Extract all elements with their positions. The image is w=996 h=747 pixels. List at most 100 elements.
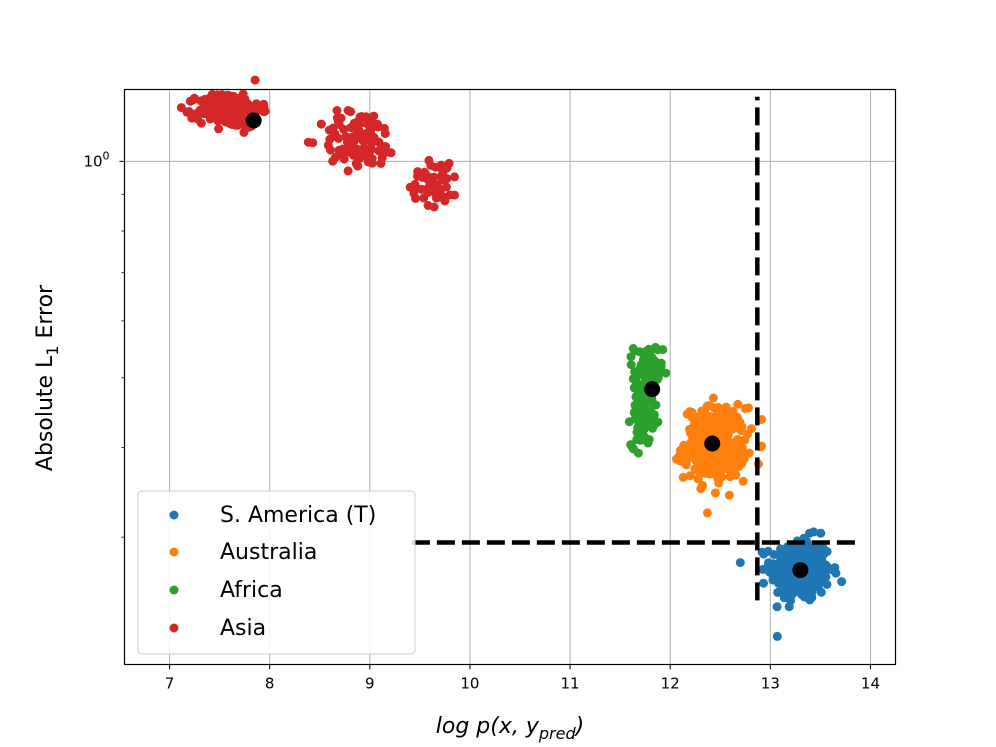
point-s-america-t xyxy=(776,544,785,554)
x-axis-label: log p(x, ypred) xyxy=(436,714,584,743)
point-asia xyxy=(444,158,454,168)
point-asia xyxy=(212,93,222,103)
point-asia xyxy=(441,182,451,192)
point-africa xyxy=(648,355,658,365)
point-asia xyxy=(190,110,200,119)
point-australia xyxy=(682,409,692,419)
point-australia xyxy=(693,457,702,467)
point-australia xyxy=(699,447,709,457)
point-asia xyxy=(339,154,349,164)
point-s-america-t xyxy=(837,577,847,587)
point-australia xyxy=(696,467,705,477)
point-australia xyxy=(686,426,696,436)
point-asia xyxy=(442,174,452,184)
point-s-america-t xyxy=(822,579,832,589)
point-africa xyxy=(649,410,659,420)
legend-marker-africa xyxy=(169,585,179,595)
point-asia xyxy=(328,156,338,166)
point-s-america-t xyxy=(782,550,791,560)
point-asia xyxy=(260,106,270,116)
point-africa xyxy=(642,370,652,380)
point-asia xyxy=(236,96,246,106)
point-asia xyxy=(363,148,373,158)
point-s-america-t xyxy=(773,587,783,597)
point-s-america-t xyxy=(735,558,745,568)
x-tick-label: 12 xyxy=(661,675,680,693)
point-asia xyxy=(348,132,358,142)
point-africa xyxy=(644,344,654,354)
point-asia xyxy=(231,120,241,130)
point-australia xyxy=(708,393,718,403)
point-africa xyxy=(626,360,636,370)
point-asia xyxy=(380,129,390,139)
point-asia xyxy=(250,75,260,85)
point-australia xyxy=(702,401,712,411)
point-asia xyxy=(343,106,353,115)
point-asia xyxy=(246,104,255,114)
point-africa xyxy=(658,345,668,355)
threshold-lines xyxy=(411,96,859,601)
point-australia xyxy=(713,403,723,412)
point-asia xyxy=(303,137,313,147)
point-s-america-t xyxy=(797,590,807,600)
point-australia xyxy=(693,440,703,450)
y-axis-label: Absolute L1 Error xyxy=(33,284,62,471)
point-asia xyxy=(353,117,362,127)
point-asia xyxy=(188,95,198,105)
point-asia xyxy=(334,133,343,143)
point-asia xyxy=(316,119,326,129)
point-asia xyxy=(332,106,342,115)
x-axis-label-suffix: ) xyxy=(574,714,585,739)
centroid-asia xyxy=(245,112,262,129)
point-asia xyxy=(381,142,391,151)
point-asia xyxy=(450,190,460,200)
point-s-america-t xyxy=(803,582,813,592)
point-australia xyxy=(702,508,712,518)
legend-box xyxy=(137,490,416,655)
legend-label-africa: Africa xyxy=(220,578,283,603)
point-s-america-t xyxy=(793,550,803,560)
point-s-america-t xyxy=(772,602,782,612)
point-australia xyxy=(736,426,746,436)
point-s-america-t xyxy=(784,602,794,612)
x-tick-label: 7 xyxy=(165,675,175,693)
point-australia xyxy=(685,471,695,481)
point-asia xyxy=(222,101,232,111)
point-s-america-t xyxy=(775,562,785,572)
point-africa xyxy=(632,399,642,409)
legend: S. America (T) Australia Africa Asia xyxy=(137,490,416,655)
point-asia xyxy=(374,146,384,156)
point-asia xyxy=(231,103,241,113)
centroid-australia xyxy=(704,435,721,452)
point-australia xyxy=(725,447,735,457)
point-asia xyxy=(223,90,233,100)
point-australia xyxy=(679,440,689,450)
point-africa xyxy=(629,444,638,454)
point-asia xyxy=(432,180,442,190)
point-australia xyxy=(733,399,743,409)
point-australia xyxy=(711,411,721,421)
point-australia xyxy=(710,488,720,498)
point-s-america-t xyxy=(759,578,768,588)
legend-marker-asia xyxy=(169,623,179,633)
point-s-america-t xyxy=(772,631,782,641)
x-axis-label-subscript: pred xyxy=(538,724,577,743)
point-africa xyxy=(640,417,650,427)
legend-marker-s-america xyxy=(169,510,179,520)
point-australia xyxy=(678,472,688,482)
y-axis-label-prefix: Absolute L xyxy=(33,355,58,471)
point-asia xyxy=(373,119,382,129)
point-australia xyxy=(733,445,743,455)
point-asia xyxy=(377,153,387,163)
point-s-america-t xyxy=(764,558,773,568)
point-australia xyxy=(728,419,738,429)
point-asia xyxy=(450,172,459,182)
point-australia xyxy=(731,470,741,480)
point-australia xyxy=(723,412,733,422)
point-australia xyxy=(720,424,730,434)
point-asia xyxy=(211,111,221,121)
point-australia xyxy=(744,403,753,413)
point-asia xyxy=(353,161,363,171)
y-tick-label-exponent: 0 xyxy=(103,149,110,162)
point-australia xyxy=(696,484,706,494)
